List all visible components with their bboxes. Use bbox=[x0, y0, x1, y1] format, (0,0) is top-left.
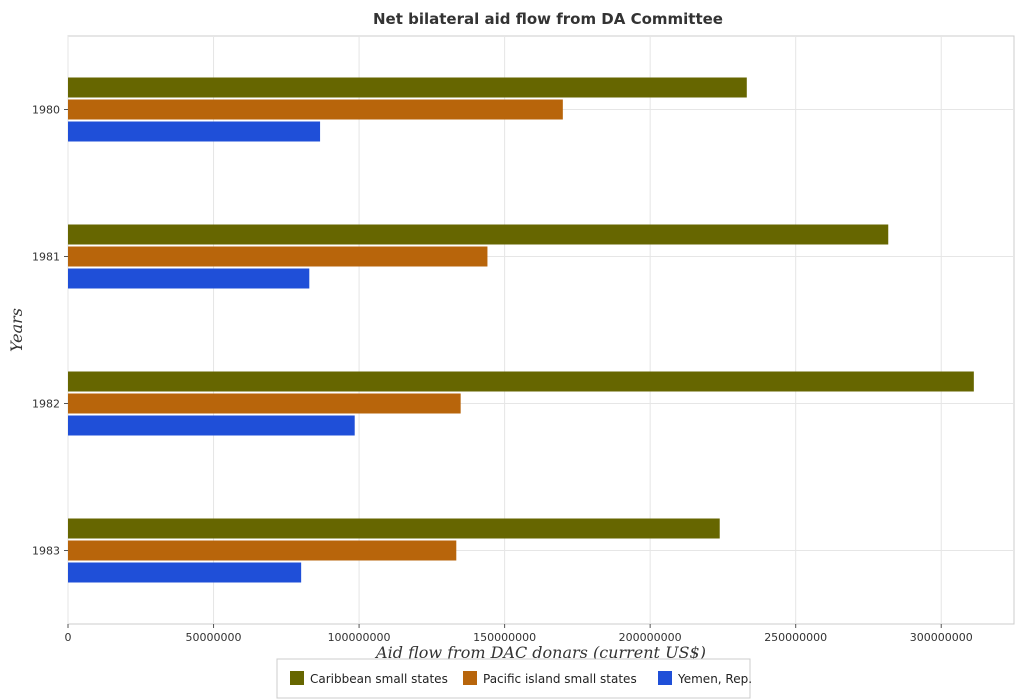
legend-box bbox=[276, 658, 751, 699]
x-tick-label: 300000000 bbox=[910, 631, 973, 644]
bar-caribbean-small-states-1982 bbox=[68, 371, 974, 392]
y-axis-ticks: 1980 1981 1982 1983 bbox=[32, 104, 68, 558]
bar-caribbean-small-states-1983 bbox=[68, 518, 720, 539]
legend-swatch bbox=[658, 671, 672, 685]
bar-caribbean-small-states-1981 bbox=[68, 224, 889, 245]
y-tick-label: 1981 bbox=[32, 251, 60, 264]
bar-yemen-rep-1981 bbox=[68, 268, 310, 289]
bar-pacific-island-small-states-1981 bbox=[68, 246, 488, 267]
y-axis-label: Years bbox=[7, 308, 26, 352]
bars bbox=[68, 77, 974, 583]
x-axis-ticks: 0 50000000 100000000 150000000 200000000 2500… bbox=[65, 624, 973, 644]
x-tick-label: 250000000 bbox=[764, 631, 827, 644]
x-tick-label: 100000000 bbox=[328, 631, 391, 644]
bar-yemen-rep-1980 bbox=[68, 121, 321, 142]
x-tick-label: 200000000 bbox=[619, 631, 682, 644]
legend-label: Yemen, Rep. bbox=[677, 672, 752, 686]
legend-swatch bbox=[463, 671, 477, 685]
bar-yemen-rep-1982 bbox=[68, 415, 355, 436]
legend-label: Caribbean small states bbox=[310, 672, 448, 686]
bar-caribbean-small-states-1980 bbox=[68, 77, 747, 98]
legend-swatch bbox=[290, 671, 304, 685]
legend-label: Pacific island small states bbox=[483, 672, 637, 686]
x-axis-label: Aid flow from DAC donars (current US$) bbox=[374, 643, 706, 662]
y-tick-label: 1982 bbox=[32, 398, 60, 411]
x-tick-label: 150000000 bbox=[473, 631, 536, 644]
bar-yemen-rep-1983 bbox=[68, 562, 302, 583]
x-tick-label: 50000000 bbox=[186, 631, 242, 644]
x-tick-label: 0 bbox=[65, 631, 72, 644]
bar-pacific-island-small-states-1983 bbox=[68, 540, 457, 561]
legend: Caribbean small states Pacific island sma… bbox=[276, 658, 752, 699]
y-tick-label: 1980 bbox=[32, 104, 60, 117]
y-tick-label: 1983 bbox=[32, 545, 60, 558]
chart-title: Net bilateral aid flow from DA Committee bbox=[373, 10, 723, 28]
bar-pacific-island-small-states-1982 bbox=[68, 393, 461, 414]
bar-pacific-island-small-states-1980 bbox=[68, 99, 563, 120]
